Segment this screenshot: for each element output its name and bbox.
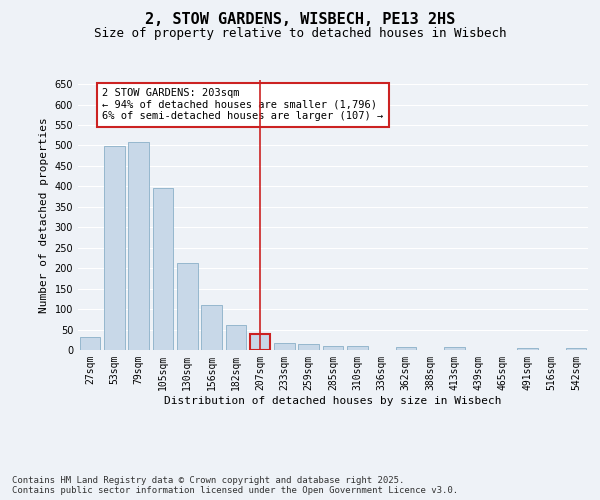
Bar xyxy=(566,348,586,350)
Bar xyxy=(201,305,222,350)
Text: Contains HM Land Registry data © Crown copyright and database right 2025.
Contai: Contains HM Land Registry data © Crown c… xyxy=(12,476,458,495)
Bar xyxy=(395,346,416,350)
Bar xyxy=(444,346,465,350)
Bar xyxy=(250,334,271,350)
Y-axis label: Number of detached properties: Number of detached properties xyxy=(39,117,49,313)
Bar xyxy=(517,348,538,350)
Bar xyxy=(298,344,319,350)
Bar xyxy=(347,346,368,350)
Bar xyxy=(80,336,100,350)
Bar xyxy=(152,188,173,350)
Bar xyxy=(128,142,149,350)
Text: 2, STOW GARDENS, WISBECH, PE13 2HS: 2, STOW GARDENS, WISBECH, PE13 2HS xyxy=(145,12,455,28)
Bar xyxy=(226,324,246,350)
Bar xyxy=(323,346,343,350)
Text: 2 STOW GARDENS: 203sqm
← 94% of detached houses are smaller (1,796)
6% of semi-d: 2 STOW GARDENS: 203sqm ← 94% of detached… xyxy=(102,88,383,122)
Bar xyxy=(177,263,197,350)
Bar xyxy=(274,342,295,350)
Text: Size of property relative to detached houses in Wisbech: Size of property relative to detached ho… xyxy=(94,28,506,40)
X-axis label: Distribution of detached houses by size in Wisbech: Distribution of detached houses by size … xyxy=(164,396,502,406)
Bar xyxy=(104,146,125,350)
